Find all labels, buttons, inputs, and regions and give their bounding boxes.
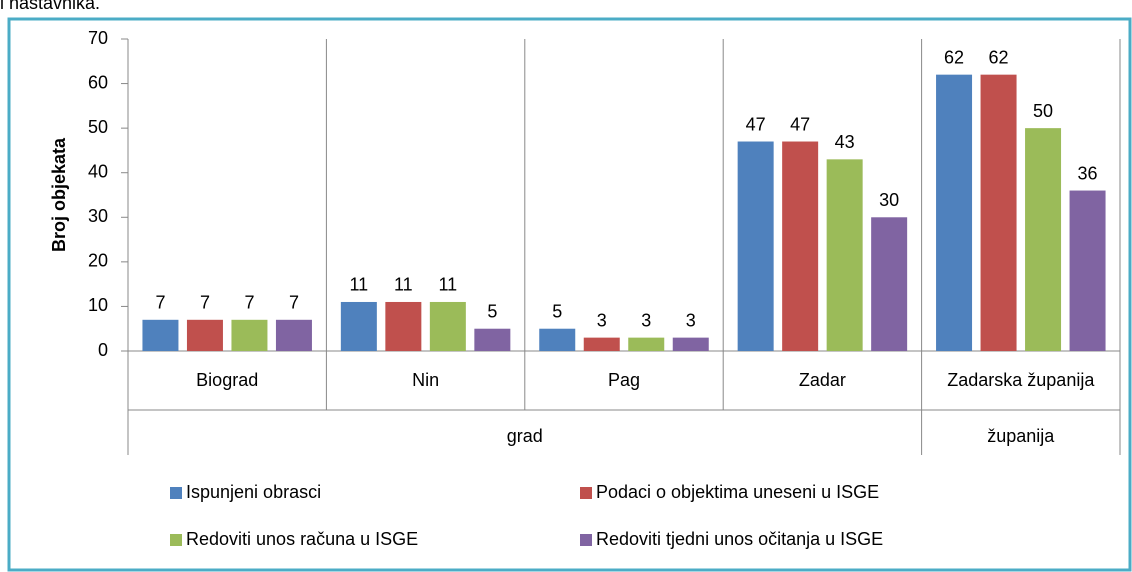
legend-label: Redoviti unos računa u ISGE bbox=[186, 529, 418, 549]
value-label: 11 bbox=[394, 275, 413, 295]
value-label: 30 bbox=[879, 190, 899, 210]
value-label: 7 bbox=[200, 293, 210, 313]
value-label: 3 bbox=[597, 310, 607, 330]
y-tick-label: 60 bbox=[88, 72, 108, 92]
value-label: 50 bbox=[1033, 101, 1053, 121]
bar bbox=[871, 217, 908, 351]
value-label: 3 bbox=[641, 310, 651, 330]
value-label: 62 bbox=[944, 47, 964, 67]
x-tick-label: Pag bbox=[608, 370, 640, 390]
legend-swatch bbox=[580, 487, 592, 499]
bar bbox=[1069, 190, 1106, 351]
y-tick-label: 70 bbox=[88, 28, 108, 48]
value-label: 3 bbox=[686, 310, 696, 330]
x-tick-label: Nin bbox=[412, 370, 439, 390]
value-label: 5 bbox=[552, 301, 562, 321]
value-label: 11 bbox=[439, 275, 458, 295]
bar bbox=[980, 74, 1017, 352]
value-label: 5 bbox=[487, 301, 497, 321]
bar bbox=[429, 301, 466, 351]
bar bbox=[385, 301, 422, 351]
value-label: 47 bbox=[790, 114, 810, 134]
y-tick-label: 0 bbox=[98, 340, 108, 360]
bar bbox=[231, 319, 268, 351]
bar bbox=[628, 337, 665, 351]
bar bbox=[782, 141, 819, 351]
legend-swatch bbox=[580, 534, 592, 546]
y-tick-label: 10 bbox=[88, 295, 108, 315]
x-tick-label: Zadarska županija bbox=[947, 370, 1095, 390]
legend-swatch bbox=[170, 487, 182, 499]
group-label: grad bbox=[507, 426, 543, 446]
value-label: 7 bbox=[244, 293, 254, 313]
y-tick-label: 50 bbox=[88, 117, 108, 137]
legend-label: Podaci o objektima uneseni u ISGE bbox=[596, 482, 879, 502]
value-label: 43 bbox=[835, 132, 855, 152]
value-label: 7 bbox=[289, 293, 299, 313]
value-label: 47 bbox=[746, 114, 766, 134]
y-axis-label: Broj objekata bbox=[49, 137, 69, 252]
x-tick-label: Biograd bbox=[196, 370, 258, 390]
bar bbox=[340, 301, 377, 351]
value-label: 11 bbox=[350, 275, 369, 295]
bar bbox=[826, 159, 863, 351]
legend-label: Ispunjeni obrasci bbox=[186, 482, 321, 502]
bar bbox=[539, 328, 576, 351]
bar bbox=[275, 319, 312, 351]
bar bbox=[1025, 128, 1062, 351]
y-tick-label: 30 bbox=[88, 206, 108, 226]
y-tick-label: 20 bbox=[88, 251, 108, 271]
value-label: 7 bbox=[155, 293, 165, 313]
x-tick-label: Zadar bbox=[799, 370, 846, 390]
bar bbox=[737, 141, 774, 351]
bar bbox=[186, 319, 223, 351]
bar bbox=[474, 328, 511, 351]
bar bbox=[583, 337, 620, 351]
caption: i nastavnika. bbox=[0, 0, 100, 13]
legend-swatch bbox=[170, 534, 182, 546]
y-tick-label: 40 bbox=[88, 161, 108, 181]
value-label: 62 bbox=[989, 47, 1009, 67]
group-label: županija bbox=[987, 426, 1055, 446]
bar bbox=[936, 74, 973, 352]
bar bbox=[142, 319, 179, 351]
bar bbox=[672, 337, 709, 351]
legend-label: Redoviti tjedni unos očitanja u ISGE bbox=[596, 529, 883, 549]
value-label: 36 bbox=[1078, 163, 1098, 183]
